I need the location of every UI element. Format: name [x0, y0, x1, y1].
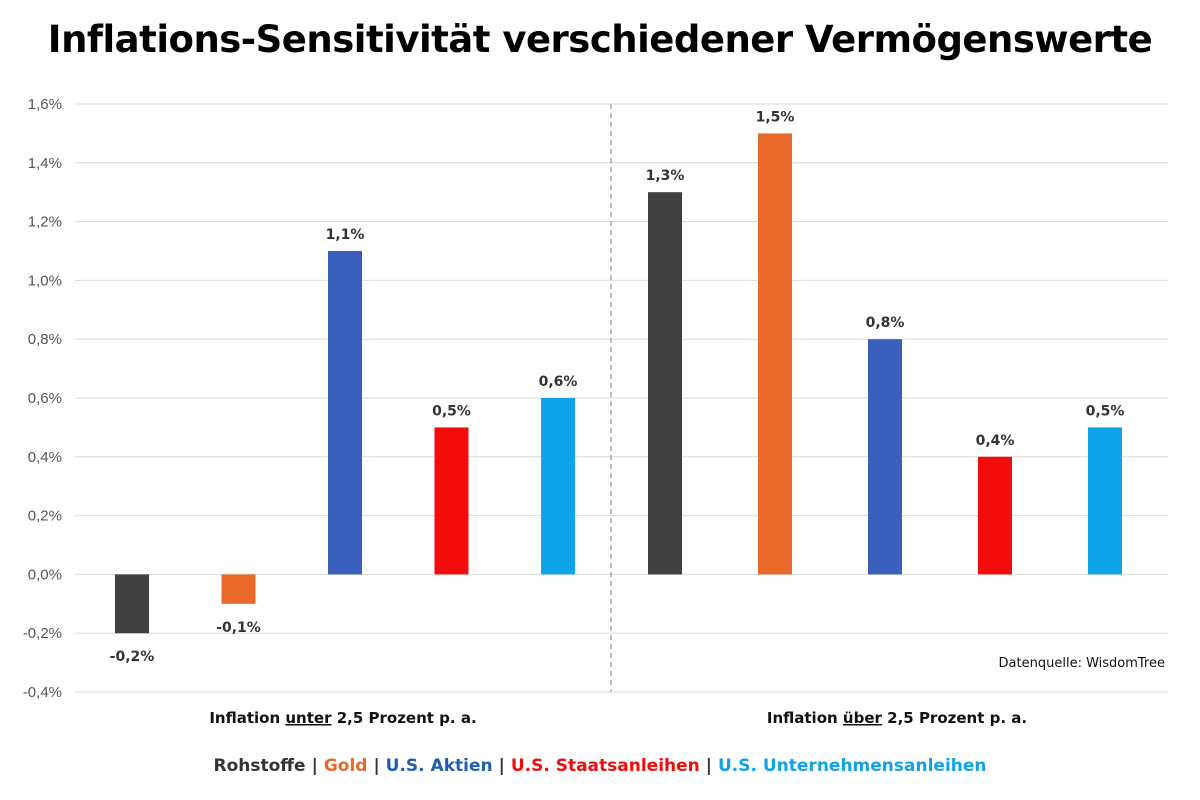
bar: [434, 427, 469, 575]
bar: [758, 133, 792, 575]
group-label: Inflation über 2,5 Prozent p. a.: [767, 709, 1027, 727]
data-label: -0,2%: [110, 649, 155, 665]
bar-chart: -0,4% -0,2% 0,0% 0,2% 0,4% 0,6% 0,8% 1,0% 1,2% 1,…: [23, 96, 1168, 727]
y-tick-label: 0,8%: [28, 331, 62, 348]
legend: Rohstoffe | Gold | U.S. Aktien | U.S. Staatsan…: [0, 756, 1200, 776]
y-tick-label: 1,4%: [28, 155, 62, 172]
y-tick-label: -0,2%: [23, 625, 62, 642]
legend-separator: |: [705, 756, 712, 776]
bar: [978, 456, 1012, 575]
legend-item: Gold: [323, 756, 368, 776]
data-label: -0,1%: [216, 620, 261, 636]
y-tick-label: 0,0%: [28, 566, 62, 583]
bar: [868, 339, 902, 575]
bar: [541, 398, 575, 575]
data-labels: -0,2% 1,3% -0,1% 1,5% 1,1% 0,8% 0,5% 0,4% 0,6% 0,…: [110, 109, 1125, 665]
data-label: 0,6%: [539, 374, 578, 390]
legend-separator: |: [373, 756, 380, 776]
y-tick-label: 1,2%: [28, 214, 62, 231]
data-label: 1,5%: [756, 109, 795, 125]
y-tick-label: 0,6%: [28, 390, 62, 407]
data-label: 0,5%: [1086, 403, 1125, 419]
bar: [1088, 427, 1122, 575]
chart-title: Inflations-Sensitivität verschiedener Ve…: [47, 18, 1153, 61]
legend-item: U.S. Staatsanleihen: [510, 756, 700, 776]
group-labels: Inflation unter 2,5 Prozent p. a. Inflati…: [209, 709, 1027, 727]
gridlines: [75, 103, 1168, 693]
data-label: 0,5%: [432, 403, 471, 419]
y-tick-label: 0,2%: [28, 508, 62, 525]
bars: [115, 133, 1122, 634]
legend-separator: |: [498, 756, 505, 776]
bar: [115, 574, 149, 634]
y-tick-label: -0,4%: [23, 684, 62, 701]
y-tick-label: 1,0%: [28, 272, 62, 289]
legend-item: U.S. Unternehmensanleihen: [717, 756, 987, 776]
data-label: 1,3%: [646, 168, 685, 184]
bar: [328, 251, 362, 575]
bar: [648, 192, 682, 575]
data-label: 1,1%: [326, 227, 365, 243]
data-label: 0,4%: [976, 433, 1015, 449]
legend-item: U.S. Aktien: [385, 756, 493, 776]
legend-separator: |: [311, 756, 318, 776]
bar: [221, 574, 256, 604]
group-label: Inflation unter 2,5 Prozent p. a.: [209, 709, 476, 727]
legend-item: Rohstoffe: [213, 756, 306, 776]
y-tick-label: 0,4%: [28, 449, 62, 466]
y-axis-ticks: -0,4% -0,2% 0,0% 0,2% 0,4% 0,6% 0,8% 1,0% 1,2% 1,…: [23, 96, 62, 701]
source-note: Datenquelle: WisdomTree: [999, 656, 1165, 671]
y-tick-label: 1,6%: [28, 96, 62, 113]
data-label: 0,8%: [866, 315, 905, 331]
